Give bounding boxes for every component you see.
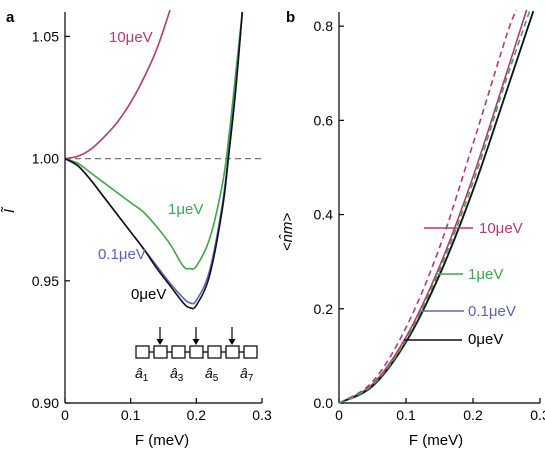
label-10uev-b: 10μeV bbox=[479, 220, 523, 237]
panel-b-axes bbox=[338, 12, 540, 404]
site-label-a5: â5 bbox=[205, 365, 219, 384]
panel-a-label: a bbox=[6, 9, 15, 26]
site-label-a7: â7 bbox=[240, 365, 254, 384]
b-y-tick-label: 0.4 bbox=[314, 207, 334, 223]
a-x-tick-3: 0.3 bbox=[252, 398, 272, 423]
a-y-tick-label: 1.00 bbox=[32, 151, 59, 167]
panel-a-series bbox=[64, 9, 244, 310]
a-series-10-ev bbox=[64, 9, 171, 160]
a-x-tick-label: 0.1 bbox=[121, 407, 141, 423]
b-y-tick-2: 0.4 bbox=[314, 207, 344, 223]
a-x-tick-label: 0 bbox=[61, 407, 69, 423]
a-y-tick-label: 0.95 bbox=[32, 273, 59, 289]
site-box-4 bbox=[189, 345, 204, 359]
b-x-tick-label: 0.3 bbox=[530, 407, 545, 423]
label-1uev-a: 1μeV bbox=[168, 201, 203, 218]
site-box-7 bbox=[243, 345, 258, 359]
label-0uev-a: 0μeV bbox=[131, 286, 166, 303]
a-y-tick-1: 0.95 bbox=[32, 273, 70, 289]
b-series-10-ev bbox=[338, 9, 528, 404]
a-x-tick-0: 0 bbox=[61, 398, 69, 423]
panel-a-x-ticks: 0 0.1 0.2 0.3 bbox=[61, 398, 272, 423]
b-y-tick-1: 0.2 bbox=[314, 301, 344, 317]
a-x-tick-label: 0.3 bbox=[252, 407, 272, 423]
site-box-5 bbox=[207, 345, 222, 359]
a-x-tick-2: 0.2 bbox=[187, 398, 207, 423]
b-y-tick-label: 0.0 bbox=[314, 395, 334, 411]
a-y-tick-3: 1.05 bbox=[32, 28, 70, 44]
b-x-tick-1: 0.1 bbox=[396, 398, 416, 423]
label-01uev-a: 0.1μeV bbox=[98, 246, 146, 263]
pump-arrow-1 bbox=[156, 327, 164, 345]
panel-b-y-label: <n̂m> bbox=[279, 213, 296, 252]
a-series-0-ev bbox=[64, 11, 244, 310]
label-01uev-b: 0.1μeV bbox=[468, 303, 516, 320]
b-series-0-ev bbox=[338, 10, 535, 404]
label-1uev-b: 1μeV bbox=[468, 266, 503, 283]
b-y-tick-3: 0.6 bbox=[314, 112, 344, 128]
a-x-tick-label: 0.2 bbox=[187, 407, 207, 423]
panel-b-x-label: F (meV) bbox=[409, 432, 463, 449]
b-y-tick-4: 0.8 bbox=[314, 18, 344, 34]
site-label-a3: â3 bbox=[170, 365, 184, 384]
b-y-tick-label: 0.8 bbox=[314, 18, 334, 34]
site-box-2 bbox=[153, 345, 168, 359]
site-label-a1: â1 bbox=[135, 365, 149, 384]
b-x-tick-label: 0.2 bbox=[463, 407, 483, 423]
site-box-1 bbox=[135, 345, 150, 359]
pump-arrow-2 bbox=[192, 327, 200, 345]
label-0uev-b: 0μeV bbox=[468, 331, 503, 348]
panel-b-annotations: 10μeV 1μeV 0.1μeV 0μeV bbox=[404, 220, 523, 348]
b-series-1-ev-dashed bbox=[338, 9, 531, 404]
b-series-10-ev-dashed bbox=[338, 9, 518, 404]
a-y-tick-0: 0.90 bbox=[32, 395, 70, 411]
b-series-0-1-ev bbox=[338, 10, 535, 404]
b-x-tick-label: 0.1 bbox=[396, 407, 416, 423]
panel-a-y-label: Ĩ bbox=[1, 206, 18, 213]
a-y-tick-label: 0.90 bbox=[32, 395, 59, 411]
b-series-1-ev bbox=[338, 11, 535, 404]
panel-b-series bbox=[338, 9, 535, 404]
site-box-6 bbox=[225, 345, 240, 359]
panel-a-y-ticks: 0.90 0.95 1.00 1.05 bbox=[32, 28, 70, 411]
panel-a-x-label: F (meV) bbox=[135, 432, 189, 449]
panel-a-axes bbox=[64, 12, 262, 404]
panel-b-x-ticks: 0 0.1 0.2 0.3 bbox=[335, 398, 545, 423]
panel-b-label: b bbox=[286, 9, 295, 26]
a-series-1-ev bbox=[64, 11, 244, 270]
b-x-tick-label: 0 bbox=[335, 407, 343, 423]
a-y-tick-2: 1.00 bbox=[32, 151, 70, 167]
b-y-tick-label: 0.6 bbox=[314, 112, 334, 128]
b-x-tick-2: 0.2 bbox=[463, 398, 483, 423]
panel-b-y-ticks: 0.0 0.2 0.4 0.6 0.8 bbox=[314, 18, 344, 411]
b-y-tick-label: 0.2 bbox=[314, 301, 334, 317]
a-y-tick-label: 1.05 bbox=[32, 28, 59, 44]
site-chain-inset: â1 â3 â5 â7 bbox=[135, 327, 258, 384]
a-x-tick-1: 0.1 bbox=[121, 398, 141, 423]
site-box-3 bbox=[171, 345, 186, 359]
pump-arrow-3 bbox=[228, 327, 236, 345]
label-10uev-a: 10μeV bbox=[109, 29, 153, 46]
b-x-tick-3: 0.3 bbox=[530, 398, 545, 423]
